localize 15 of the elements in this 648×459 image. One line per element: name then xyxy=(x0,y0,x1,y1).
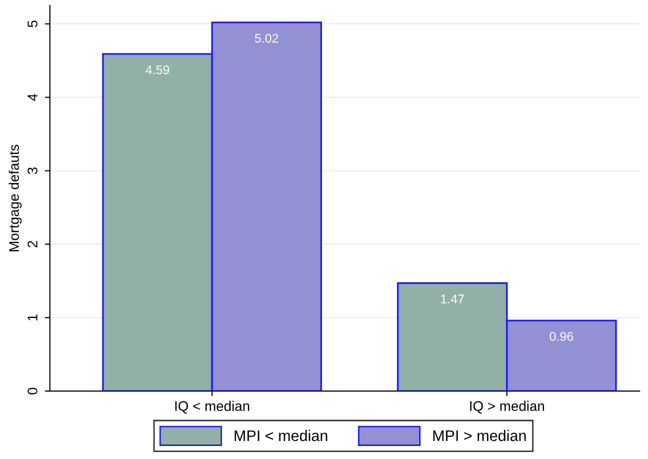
legend-label: MPI < median xyxy=(234,430,328,442)
y-tick-label: 1 xyxy=(28,314,38,320)
y-tick-label: 3 xyxy=(28,167,38,174)
y-tick-label: 2 xyxy=(28,241,38,248)
y-tick-label: 5 xyxy=(28,20,38,28)
legend-label: MPI > median xyxy=(433,430,526,442)
y-tick-label: 0 xyxy=(28,388,38,394)
data-label: 0.96 xyxy=(550,332,574,341)
data-label: 5.02 xyxy=(254,34,278,43)
y-tick-label: 4 xyxy=(28,94,38,101)
x-tick-label: IQ < median xyxy=(175,400,250,414)
y-axis-title: Mortgage defauts xyxy=(8,144,22,252)
data-label: 4.59 xyxy=(146,65,170,74)
data-label: 1.47 xyxy=(441,294,464,304)
x-tick-label: IQ > median xyxy=(470,400,544,414)
